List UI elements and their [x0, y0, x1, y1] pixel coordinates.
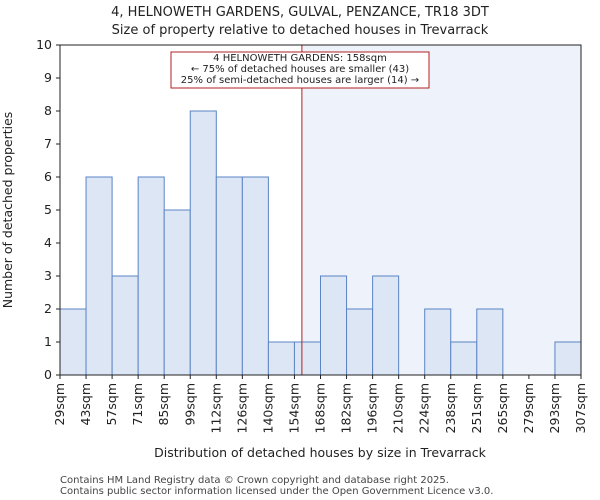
y-tick-label-7: 7: [44, 136, 52, 151]
x-tick-label-168sqm: 168sqm: [313, 383, 328, 433]
y-tick-label-5: 5: [44, 202, 52, 217]
footer-line-1: Contains HM Land Registry data © Crown c…: [60, 475, 449, 486]
annotation-line-1: 4 HELNOWETH GARDENS: 158sqm: [213, 53, 387, 64]
x-tick-label-112sqm: 112sqm: [208, 383, 223, 433]
x-tick-label-140sqm: 140sqm: [260, 383, 275, 433]
bar-57sqm: [111, 275, 139, 376]
bar-112sqm: [215, 176, 243, 376]
bar-71sqm: [137, 176, 165, 376]
x-tick-label-154sqm: 154sqm: [286, 383, 301, 433]
plot-frame: [59, 44, 582, 376]
bar-99sqm: [189, 110, 217, 376]
bar-168sqm: [320, 275, 348, 376]
bar-182sqm: [346, 308, 374, 376]
x-tick-label-99sqm: 99sqm: [182, 383, 197, 426]
y-tick-label-0: 0: [44, 367, 52, 382]
bar-140sqm: [267, 341, 295, 376]
annotation-line-2: ← 75% of detached houses are smaller (43…: [191, 64, 409, 75]
x-tick-label-182sqm: 182sqm: [339, 383, 354, 433]
bars-group: [59, 110, 582, 376]
x-tick-label-57sqm: 57sqm: [104, 383, 119, 426]
bar-238sqm: [450, 341, 478, 376]
bar-293sqm: [554, 341, 582, 376]
y-tick-label-6: 6: [44, 169, 52, 184]
x-tick-label-224sqm: 224sqm: [417, 383, 432, 433]
x-tick-label-265sqm: 265sqm: [495, 383, 510, 433]
bar-251sqm: [476, 308, 504, 376]
annotation-box: 4 HELNOWETH GARDENS: 158sqm ← 75% of det…: [170, 51, 430, 89]
y-tick-label-10: 10: [36, 37, 52, 52]
y-tick-label-8: 8: [44, 103, 52, 118]
x-tick-label-279sqm: 279sqm: [521, 383, 536, 433]
bar-154sqm: [293, 341, 322, 376]
chart-title: 4, HELNOWETH GARDENS, GULVAL, PENZANCE, …: [111, 5, 489, 20]
y-axis-title: Number of detached properties: [0, 112, 15, 309]
bar-196sqm: [372, 275, 400, 376]
x-tick-label-307sqm: 307sqm: [573, 383, 588, 433]
x-tick-label-126sqm: 126sqm: [234, 383, 249, 433]
x-tick-label-251sqm: 251sqm: [469, 383, 484, 433]
x-tick-label-293sqm: 293sqm: [547, 383, 562, 433]
footer-line-2: Contains public sector information licen…: [60, 486, 493, 497]
bar-126sqm: [241, 176, 269, 376]
chart-subtitle: Size of property relative to detached ho…: [112, 23, 489, 38]
annotation-border: [170, 51, 430, 89]
bar-43sqm: [85, 176, 113, 376]
annotation-line-3: 25% of semi-detached houses are larger (…: [181, 75, 419, 86]
y-axis: 0 1 2 3 4 5 6 7 8 9 10: [36, 37, 60, 382]
x-axis: 29sqm 43sqm 57sqm 71sqm 85sqm 99sqm 112sqm 126s…: [52, 375, 588, 433]
y-tick-label-4: 4: [44, 235, 52, 250]
bar-224sqm: [424, 308, 452, 376]
x-tick-label-29sqm: 29sqm: [52, 383, 67, 426]
y-tick-label-3: 3: [44, 268, 52, 283]
x-tick-label-196sqm: 196sqm: [365, 383, 380, 433]
bar-29sqm: [59, 308, 87, 376]
x-tick-label-85sqm: 85sqm: [156, 383, 171, 426]
x-tick-label-43sqm: 43sqm: [78, 383, 93, 426]
x-tick-label-238sqm: 238sqm: [443, 383, 458, 433]
x-axis-title: Distribution of detached houses by size …: [154, 445, 487, 460]
bar-85sqm: [163, 209, 191, 376]
x-tick-label-71sqm: 71sqm: [130, 383, 145, 426]
y-tick-label-9: 9: [44, 70, 52, 85]
x-tick-label-210sqm: 210sqm: [391, 383, 406, 433]
y-tick-label-1: 1: [44, 334, 52, 349]
y-tick-label-2: 2: [44, 301, 52, 316]
